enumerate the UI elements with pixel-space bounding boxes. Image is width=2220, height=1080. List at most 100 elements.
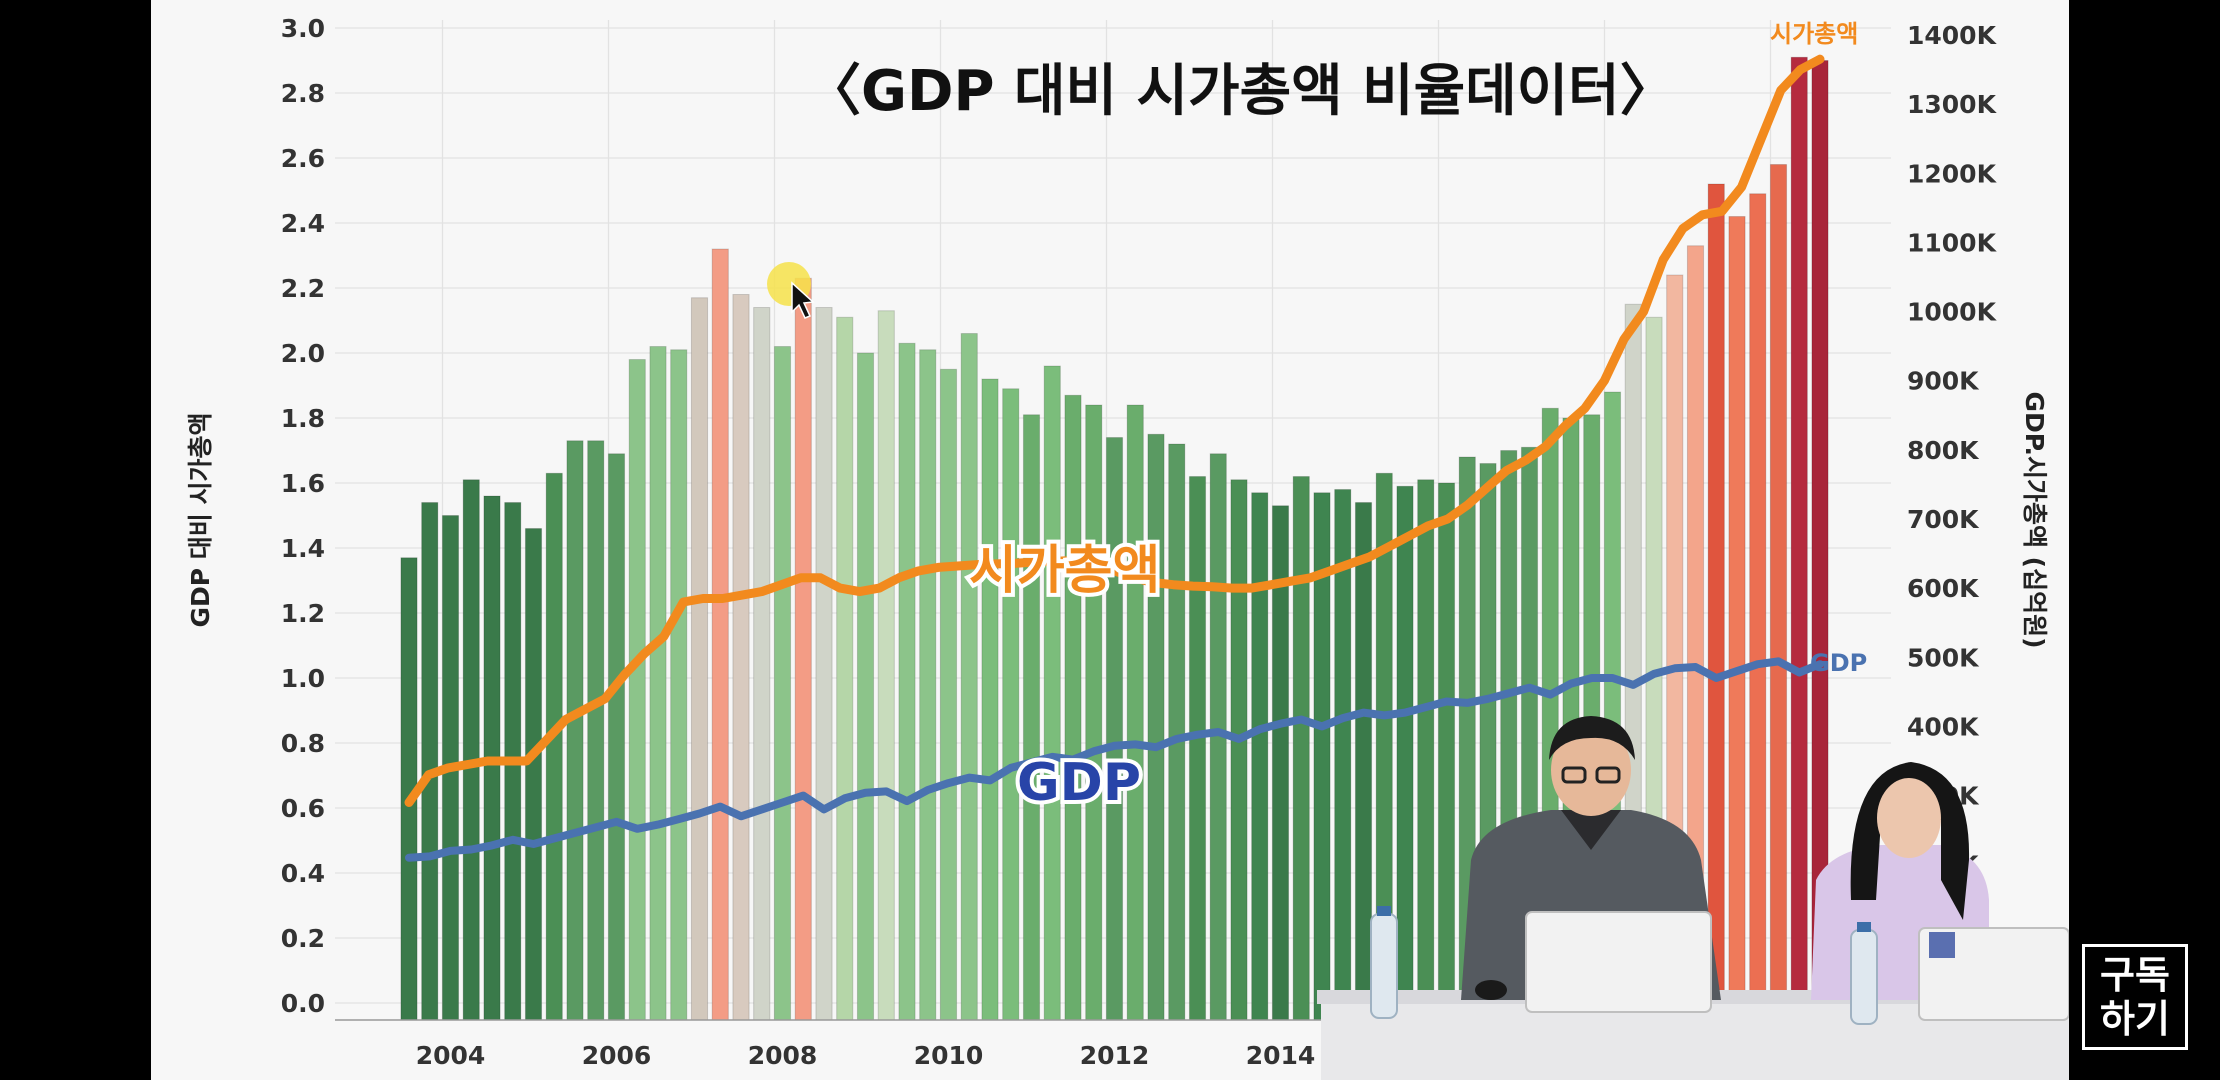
ratio-bar [856, 352, 875, 1021]
ratio-bar [815, 307, 833, 1021]
ratio-bar [628, 359, 646, 1021]
x-tick-label: 2008 [748, 1041, 818, 1070]
ratio-bar [1790, 56, 1808, 1021]
subscribe-line2: 하기 [2100, 997, 2170, 1041]
glasses-icon [1561, 766, 1587, 784]
market-cap-legend-label: 시가총액 [1770, 20, 1858, 48]
ratio-bar [649, 346, 667, 1021]
left-tick-label: 0.6 [281, 794, 325, 823]
laptop-left [1525, 911, 1712, 1013]
left-tick-label: 0.4 [281, 859, 325, 888]
x-tick-label: 2010 [914, 1041, 984, 1070]
x-tick-label: 2004 [416, 1041, 486, 1070]
left-tick-label: 0.8 [281, 729, 325, 758]
glasses-right-lens [1595, 766, 1621, 784]
ratio-bar [773, 346, 792, 1021]
left-tick-label: 2.0 [281, 339, 325, 368]
ratio-bar [670, 349, 688, 1021]
left-tick-label: 2.8 [281, 79, 325, 108]
computer-mouse [1475, 980, 1507, 1000]
ratio-bar [1251, 492, 1269, 1021]
ratio-bar [1396, 485, 1414, 1021]
ratio-bar [898, 342, 916, 1021]
presenter-male-hair [1549, 716, 1635, 760]
chart-screen: 0.0 0.2 0.4 0.6 0.8 1.0 1.2 1.4 1.6 1.8 2.0 2.2 2.4 2… [151, 0, 2069, 1080]
subscribe-button[interactable]: 구독 하기 [2082, 944, 2188, 1050]
right-tick-label: 500K [1907, 643, 1980, 672]
ratio-bar [836, 316, 854, 1021]
gdp-annotation: GDP [1017, 753, 1141, 813]
left-tick-label: 1.2 [281, 599, 325, 628]
ratio-bar [711, 248, 729, 1021]
ratio-bar [732, 294, 750, 1021]
left-tick-label: 2.2 [281, 274, 325, 303]
market-cap-line [404, 54, 1825, 807]
left-axis-ticks: 0.0 0.2 0.4 0.6 0.8 1.0 1.2 1.4 1.6 1.8 2.0 2.2 2.4 2… [281, 14, 325, 1018]
ratio-bar [462, 479, 480, 1021]
presenter-female-face [1877, 778, 1941, 858]
right-tick-label: 900K [1907, 367, 1980, 396]
ratio-bar [1417, 479, 1435, 1021]
presenter-male-face [1551, 724, 1631, 816]
presenter-scene [1317, 716, 2069, 1080]
ratio-bar [524, 528, 543, 1021]
left-tick-label: 1.4 [281, 534, 325, 563]
ratio-bar [939, 368, 958, 1021]
ratio-bar [1707, 183, 1725, 1021]
ratio-bar [1728, 216, 1746, 1021]
ratio-bar [919, 349, 937, 1021]
right-tick-label: 1200K [1907, 159, 1998, 188]
subscribe-line1: 구독 [2100, 953, 2170, 997]
left-tick-label: 1.6 [281, 469, 325, 498]
ratio-bar [753, 307, 771, 1021]
right-tick-label: 1300K [1907, 90, 1998, 119]
ratio-bar [1437, 482, 1456, 1021]
laptop-right [1918, 927, 2069, 1021]
left-tick-label: 0.2 [281, 924, 325, 953]
market-cap-annotation: 시가총액 [969, 541, 1160, 601]
ratio-bar [981, 378, 999, 1021]
ratio-bar [1230, 479, 1248, 1021]
mouse-cursor [767, 262, 815, 319]
left-tick-label: 3.0 [281, 14, 325, 43]
ratio-bar [1769, 164, 1788, 1021]
ratio-bar [1064, 394, 1082, 1021]
series-lines [404, 54, 1825, 862]
chart-title: 〈GDP 대비 시가총액 비율데이터〉 [805, 59, 1676, 124]
ratio-bar [1188, 476, 1207, 1021]
right-tick-label: 600K [1907, 574, 1980, 603]
market-cap-to-gdp-chart: 0.0 0.2 0.4 0.6 0.8 1.0 1.2 1.4 1.6 1.8 2.0 2.2 2.4 2… [151, 0, 2069, 1080]
ratio-bar [421, 502, 439, 1021]
left-tick-label: 0.0 [281, 989, 325, 1018]
right-axis-label: GDP.시가총액 (십억원) [2020, 391, 2049, 648]
left-tick-label: 2.6 [281, 144, 325, 173]
cursor-arrow-icon [791, 281, 815, 319]
x-tick-label: 2012 [1080, 1041, 1150, 1070]
ratio-bar [1043, 365, 1061, 1021]
left-axis-label: GDP 대비 시가총액 [186, 412, 215, 627]
presenter-male-sweater [1561, 810, 1621, 850]
right-tick-label: 1100K [1907, 228, 1998, 257]
water-bottle-right [1850, 929, 1878, 1025]
left-tick-label: 1.8 [281, 404, 325, 433]
x-tick-label: 2014 [1246, 1041, 1316, 1070]
ratio-bar [1354, 502, 1373, 1021]
ratio-bar [1147, 433, 1165, 1021]
ratio-bar [690, 297, 709, 1021]
ratio-bar [794, 277, 812, 1021]
ratio-bar [1105, 437, 1124, 1021]
left-tick-label: 1.0 [281, 664, 325, 693]
ratio-bar [607, 453, 626, 1021]
ratio-bar [1022, 414, 1041, 1021]
right-tick-label: 800K [1907, 436, 1980, 465]
right-tick-label: 700K [1907, 505, 1980, 534]
ratio-bar [1126, 404, 1144, 1021]
ratio-bar [545, 472, 563, 1021]
ratio-bar [1002, 388, 1020, 1021]
water-bottle-right-cap [1857, 922, 1871, 932]
ratio-bar [877, 310, 895, 1021]
water-bottle-left [1370, 913, 1398, 1019]
right-tick-label: 400K [1907, 712, 1980, 741]
right-tick-label: 1000K [1907, 298, 1998, 327]
